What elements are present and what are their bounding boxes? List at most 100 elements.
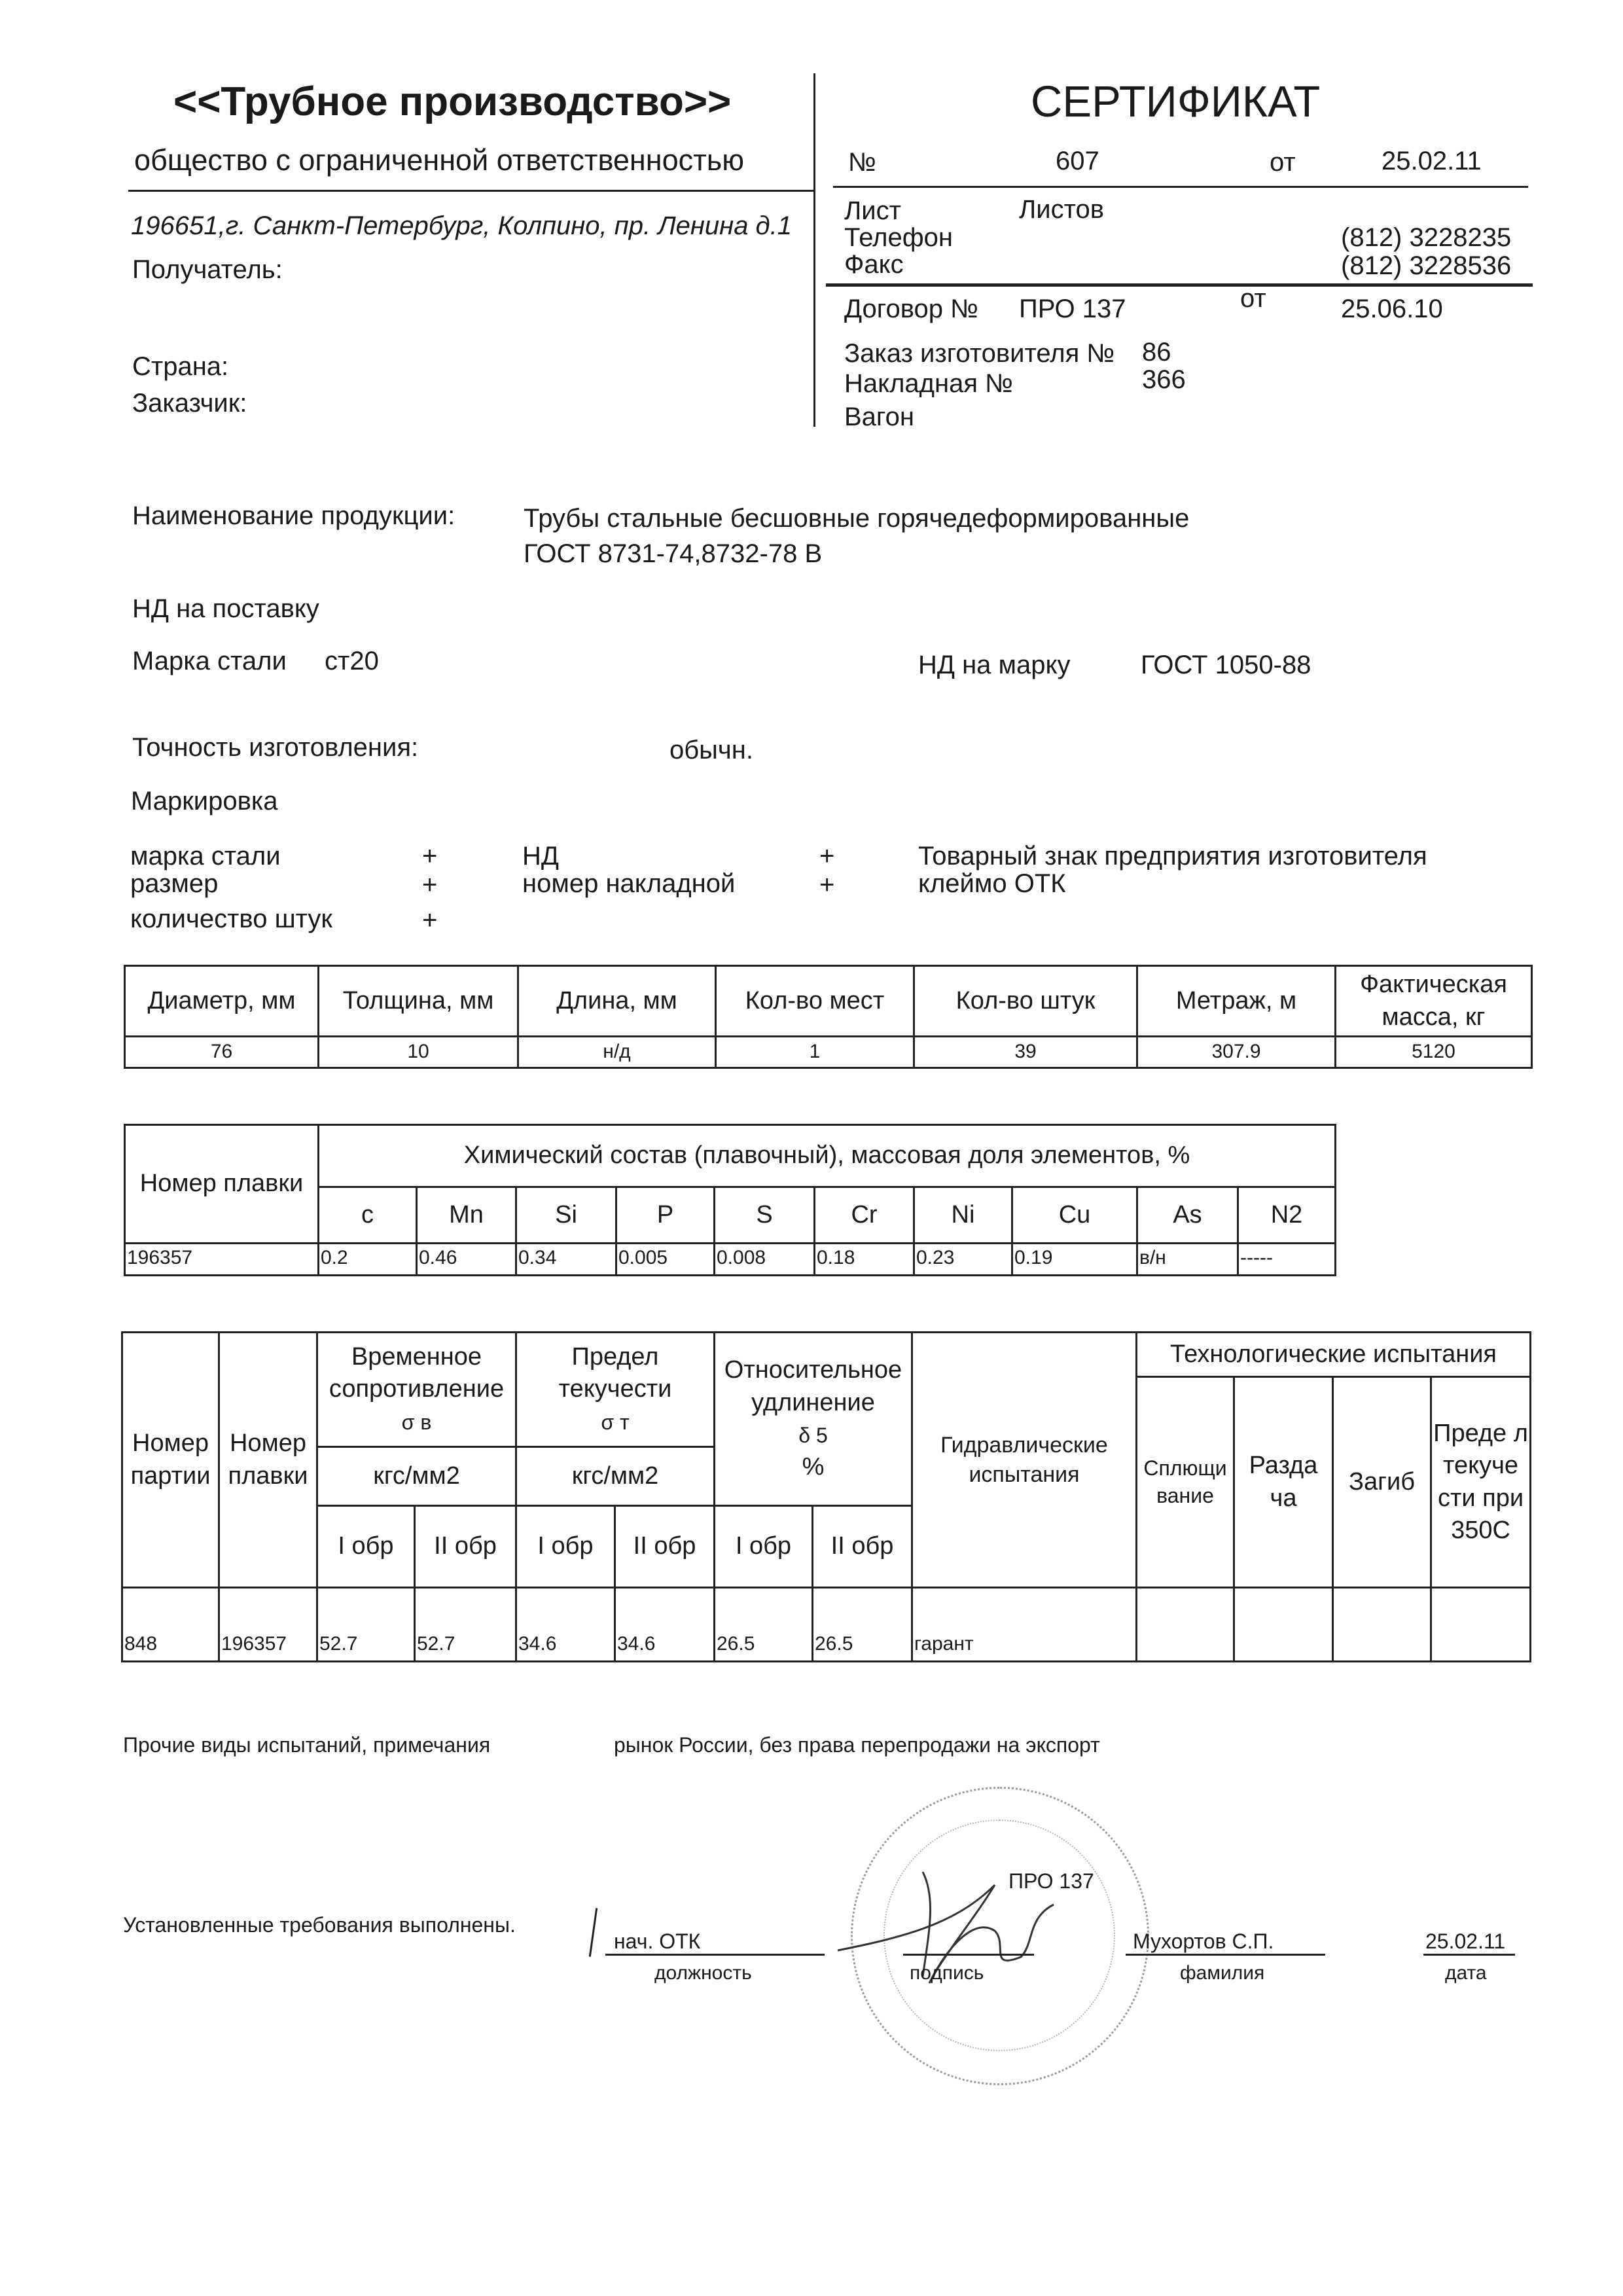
signer-name: Мухортов С.П. (1133, 1929, 1274, 1953)
fax: (812) 3228536 (1341, 251, 1512, 280)
recipient-label: Получатель: (132, 255, 283, 284)
company-name: <<Трубное производство>> (173, 79, 732, 124)
marking-mark: + (819, 842, 835, 870)
contract-date: 25.06.10 (1341, 295, 1443, 323)
table-cell: 196357 (218, 1587, 318, 1662)
invoice-label: Накладная № (844, 369, 1014, 398)
marking-item: размер (130, 869, 219, 898)
yield350-header: Преде л текуче сти при 350С (1429, 1376, 1532, 1588)
table-cell: 52.7 (414, 1587, 517, 1662)
table-cell: н/д (517, 1035, 717, 1069)
sample-header: II обр (414, 1505, 517, 1588)
table-cell: 26.5 (713, 1587, 813, 1662)
contract-number: ПРО 137 (1019, 295, 1126, 323)
signature-tick (588, 1908, 598, 1957)
elongation-label: Относительное удлинение (724, 1356, 902, 1416)
marking-item: клеймо ОТК (918, 869, 1066, 898)
table-cell: в/н (1136, 1242, 1239, 1276)
table-cell: 196357 (124, 1242, 319, 1276)
table-cell: 5120 (1334, 1035, 1533, 1069)
nd-grade: ГОСТ 1050-88 (1141, 651, 1311, 679)
tech-header: Технологические испытания (1135, 1331, 1532, 1378)
table-cell (1135, 1587, 1235, 1662)
table-cell: 0.005 (615, 1242, 715, 1276)
tensile-label: Временное сопротивление (329, 1342, 505, 1403)
product-name: Трубы стальные бесшовные горячедеформиро… (524, 504, 1190, 533)
table-cell: 0.18 (813, 1242, 915, 1276)
phone-label: Телефон (844, 223, 953, 252)
divider (1126, 1954, 1325, 1956)
element-header: c (317, 1186, 418, 1244)
table-cell (1429, 1587, 1532, 1662)
element-header: Cu (1011, 1186, 1138, 1244)
tensile-header: Временное сопротивление σ в (316, 1331, 517, 1448)
fax-label: Факс (844, 250, 904, 279)
table-cell: гарант (911, 1587, 1137, 1662)
sheets-label: Листов (1019, 195, 1104, 224)
sample-header: II обр (812, 1505, 913, 1588)
from-label: от (1270, 148, 1296, 177)
marking-item: марка стали (130, 842, 281, 870)
marking-item: номер накладной (522, 869, 736, 898)
element-header: N2 (1236, 1186, 1337, 1244)
sign-date: 25.02.11 (1425, 1929, 1506, 1953)
dimensions-table: Диаметр, мм Толщина, мм Длина, мм Кол-во… (124, 965, 1533, 1069)
customer-label: Заказчик: (132, 389, 247, 418)
header-cell: Кол-во штук (913, 965, 1138, 1037)
table-cell: 34.6 (515, 1587, 616, 1662)
header-cell: Диаметр, мм (124, 965, 319, 1037)
table-cell (1332, 1587, 1432, 1662)
nd-supply-label: НД на поставку (132, 594, 319, 623)
sheet-label: Лист (844, 196, 901, 225)
divider (1423, 1954, 1515, 1956)
marking-item: количество штук (130, 905, 332, 933)
contract-label: Договор № (844, 295, 979, 323)
country-label: Страна: (132, 352, 229, 381)
hydro-header: Гидравлические испытания (911, 1331, 1137, 1588)
table-cell: ----- (1236, 1242, 1337, 1276)
tensile-symbol: σ в (401, 1410, 432, 1434)
nd-grade-label: НД на марку (918, 651, 1071, 679)
stamp-inner (883, 1820, 1115, 2051)
element-header: Si (515, 1186, 617, 1244)
wagon-label: Вагон (844, 403, 914, 431)
order-number: 86 (1142, 338, 1171, 367)
table-cell: 848 (121, 1587, 220, 1662)
table-cell: 0.34 (515, 1242, 617, 1276)
unit-header: кгс/мм2 (316, 1446, 517, 1507)
header-cell: Метраж, м (1136, 965, 1336, 1037)
company-type: общество с ограниченной ответственностью (134, 143, 744, 177)
signature (837, 1871, 1054, 1984)
table-cell: 52.7 (316, 1587, 416, 1662)
product-name-label: Наименование продукции: (132, 501, 455, 530)
requirements-text: Установленные требования выполнены. (123, 1913, 516, 1937)
table-cell: 76 (124, 1035, 319, 1069)
table-cell (1233, 1587, 1334, 1662)
sample-header: I обр (316, 1505, 416, 1588)
accuracy: обычн. (669, 736, 753, 764)
marking-label: Маркировка (131, 787, 278, 816)
yield-label: Предел текучести (558, 1342, 672, 1403)
table-cell: 307.9 (1136, 1035, 1336, 1069)
table-cell: 10 (317, 1035, 519, 1069)
header-cell: Кол-во мест (715, 965, 915, 1037)
name-label: фамилия (1180, 1962, 1265, 1984)
header-cell: Фактическая масса, кг (1334, 965, 1533, 1037)
heat-header: Номер плавки (218, 1331, 318, 1588)
address: 196651,г. Санкт-Петербург, Колпино, пр. … (131, 211, 793, 240)
position: нач. ОТК (614, 1929, 701, 1953)
accuracy-label: Точность изготовления: (132, 733, 419, 762)
table-cell: 0.23 (913, 1242, 1013, 1276)
invoice-number: 366 (1142, 365, 1186, 394)
marking-mark: + (422, 842, 438, 870)
certificate-date: 25.02.11 (1382, 147, 1482, 175)
bend-header: Загиб (1332, 1376, 1432, 1588)
table-cell: 0.46 (416, 1242, 517, 1276)
element-header: Cr (813, 1186, 915, 1244)
elongation-symbol: δ 5 (798, 1424, 828, 1447)
stamp-text: ПРО 137 (1008, 1869, 1094, 1893)
element-header: Mn (416, 1186, 517, 1244)
header-cell: Длина, мм (517, 965, 717, 1037)
divider (903, 1954, 1034, 1956)
table-cell: 26.5 (812, 1587, 913, 1662)
